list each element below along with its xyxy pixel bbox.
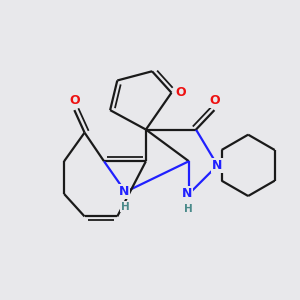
Text: O: O xyxy=(176,86,186,99)
Text: O: O xyxy=(69,94,80,107)
Text: H: H xyxy=(184,204,193,214)
Text: H: H xyxy=(121,202,130,212)
Text: N: N xyxy=(182,188,192,200)
Text: N: N xyxy=(212,159,223,172)
Text: O: O xyxy=(209,94,220,107)
Text: N: N xyxy=(118,185,129,198)
